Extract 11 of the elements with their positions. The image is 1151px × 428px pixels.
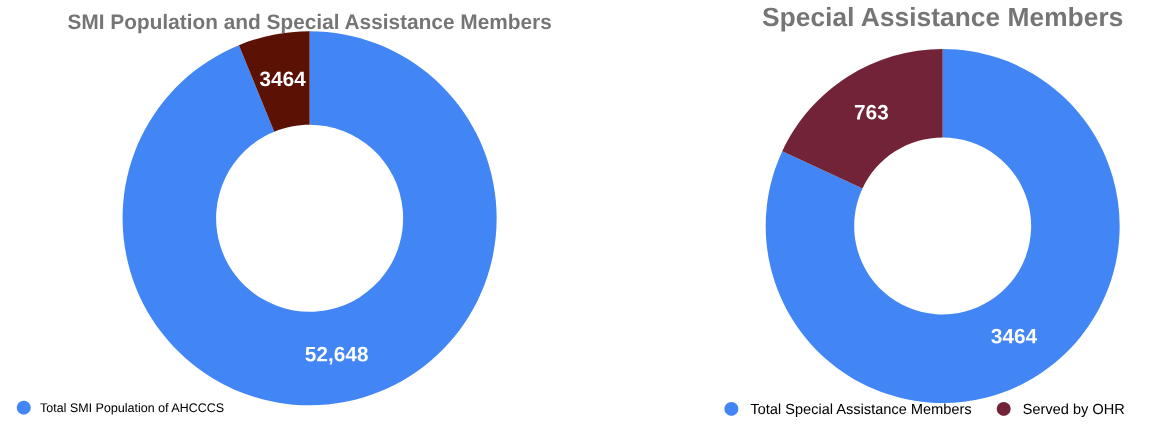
- legend-label: Total Special Assistance Members: [750, 403, 972, 418]
- data-label: 52,648: [305, 346, 368, 365]
- donut-slice: [782, 49, 943, 189]
- data-label: 3464: [991, 328, 1038, 344]
- donut-slice: [765, 49, 1120, 403]
- chart-title: SMI Population and Special Assistance Members: [68, 13, 551, 34]
- data-label: 763: [854, 104, 888, 120]
- data-label: 3464: [259, 71, 306, 87]
- legend-label: Total SMI Population of AHCCCS: [40, 402, 224, 415]
- legend-label: Served by OHR: [1023, 403, 1125, 418]
- chart-title: Special Assistance Members: [762, 6, 1123, 32]
